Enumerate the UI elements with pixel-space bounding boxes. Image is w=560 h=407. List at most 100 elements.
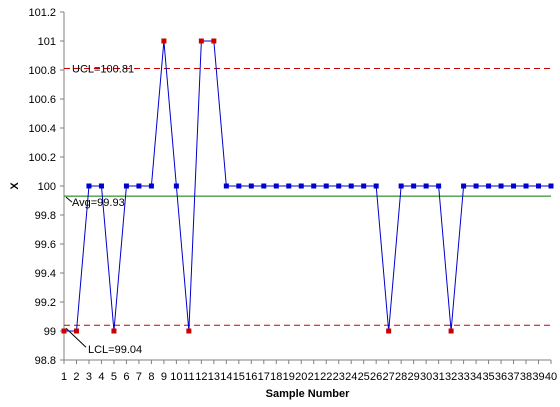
x-tick-label: 22 (320, 371, 332, 383)
x-tick-label: 39 (532, 371, 544, 383)
data-point (236, 183, 242, 189)
y-tick-label: 99.6 (35, 239, 56, 251)
x-tick-label: 4 (98, 371, 104, 383)
data-point (248, 183, 254, 189)
y-tick-label: 101.2 (28, 7, 56, 19)
data-point (348, 183, 354, 189)
data-point (398, 183, 404, 189)
x-tick-label: 9 (161, 371, 167, 383)
data-point-out-of-control (186, 328, 192, 334)
data-point (373, 183, 379, 189)
series-line (64, 40, 551, 332)
data-point (286, 183, 292, 189)
data-point (361, 183, 367, 189)
y-axis-title: X (9, 182, 21, 190)
data-point (423, 183, 429, 189)
lcl-label: LCL=99.04 (88, 344, 142, 356)
x-tick-label: 35 (482, 371, 494, 383)
x-tick-label: 29 (408, 371, 420, 383)
data-point (98, 183, 104, 189)
x-tick-label: 23 (333, 371, 345, 383)
x-tick-label: 24 (345, 371, 357, 383)
x-tick-label: 15 (233, 371, 245, 383)
data-point (298, 183, 304, 189)
data-point (536, 183, 542, 189)
x-tick-label: 1 (61, 371, 67, 383)
y-tick-label: 100.4 (28, 123, 56, 135)
x-tick-label: 19 (283, 371, 295, 383)
x-tick-label: 26 (370, 371, 382, 383)
x-tick-label: 40 (545, 371, 557, 383)
x-tick-label: 38 (520, 371, 532, 383)
tick-labels: 98.8 99 99.2 99.4 99.6 99.8 100 100.2 100.4 100.6… (28, 7, 557, 383)
data-point (148, 183, 154, 189)
data-point (86, 183, 92, 189)
data-point (523, 183, 529, 189)
x-tick-label: 3 (86, 371, 92, 383)
axes (60, 11, 552, 364)
data-point (511, 183, 517, 189)
y-tick-label: 99.2 (35, 297, 56, 309)
y-tick-label: 98.8 (35, 355, 56, 367)
data-point-out-of-control (111, 328, 117, 334)
data-point (411, 183, 417, 189)
x-tick-label: 13 (208, 371, 220, 383)
x-tick-label: 10 (170, 371, 182, 383)
y-tick-label: 100 (38, 181, 56, 193)
data-point-out-of-control (448, 328, 454, 334)
x-tick-label: 31 (432, 371, 444, 383)
x-tick-label: 32 (445, 371, 457, 383)
x-tick-label: 17 (258, 371, 270, 383)
data-point-out-of-control (161, 38, 167, 44)
x-tick-label: 2 (73, 371, 79, 383)
x-tick-label: 11 (183, 371, 194, 383)
y-tick-label: 101 (38, 36, 56, 48)
data-point (336, 183, 342, 189)
x-tick-label: 21 (308, 371, 320, 383)
avg-label: Avg=99.93 (72, 197, 125, 209)
data-point (223, 183, 229, 189)
x-tick-label: 6 (123, 371, 129, 383)
x-tick-label: 18 (270, 371, 282, 383)
x-tick-label: 28 (395, 371, 407, 383)
y-tick-label: 99 (44, 326, 56, 338)
x-tick-label: 27 (383, 371, 395, 383)
data-point (436, 183, 442, 189)
y-tick-label: 100.6 (28, 94, 56, 106)
data-point (498, 183, 504, 189)
x-tick-label: 5 (111, 371, 117, 383)
data-point-out-of-control (386, 328, 392, 334)
x-tick-label: 33 (457, 371, 469, 383)
x-tick-label: 25 (358, 371, 370, 383)
data-point (173, 183, 179, 189)
x-tick-label: 7 (136, 371, 142, 383)
data-point-out-of-control (198, 38, 204, 44)
data-point (548, 183, 554, 189)
data-point (136, 183, 142, 189)
data-series (61, 38, 554, 334)
ucl-label: UCL=100.81 (72, 64, 134, 76)
data-point (323, 183, 329, 189)
x-tick-label: 16 (245, 371, 257, 383)
y-tick-label: 100.8 (28, 65, 56, 77)
x-tick-label: 30 (420, 371, 432, 383)
y-tick-label: 100.2 (28, 152, 56, 164)
x-axis-title: Sample Number (266, 388, 350, 400)
x-tick-label: 36 (495, 371, 507, 383)
data-point-out-of-control (61, 328, 67, 334)
x-tick-label: 8 (148, 371, 154, 383)
x-tick-label: 12 (195, 371, 207, 383)
avg-label-leader (65, 196, 73, 203)
x-tick-label: 14 (220, 371, 232, 383)
data-point (473, 183, 479, 189)
data-point (486, 183, 492, 189)
data-point (311, 183, 317, 189)
data-point (461, 183, 467, 189)
data-point (123, 183, 129, 189)
x-tick-label: 20 (295, 371, 307, 383)
data-point-out-of-control (73, 328, 79, 334)
control-lines (64, 68, 551, 348)
data-point-out-of-control (211, 38, 217, 44)
